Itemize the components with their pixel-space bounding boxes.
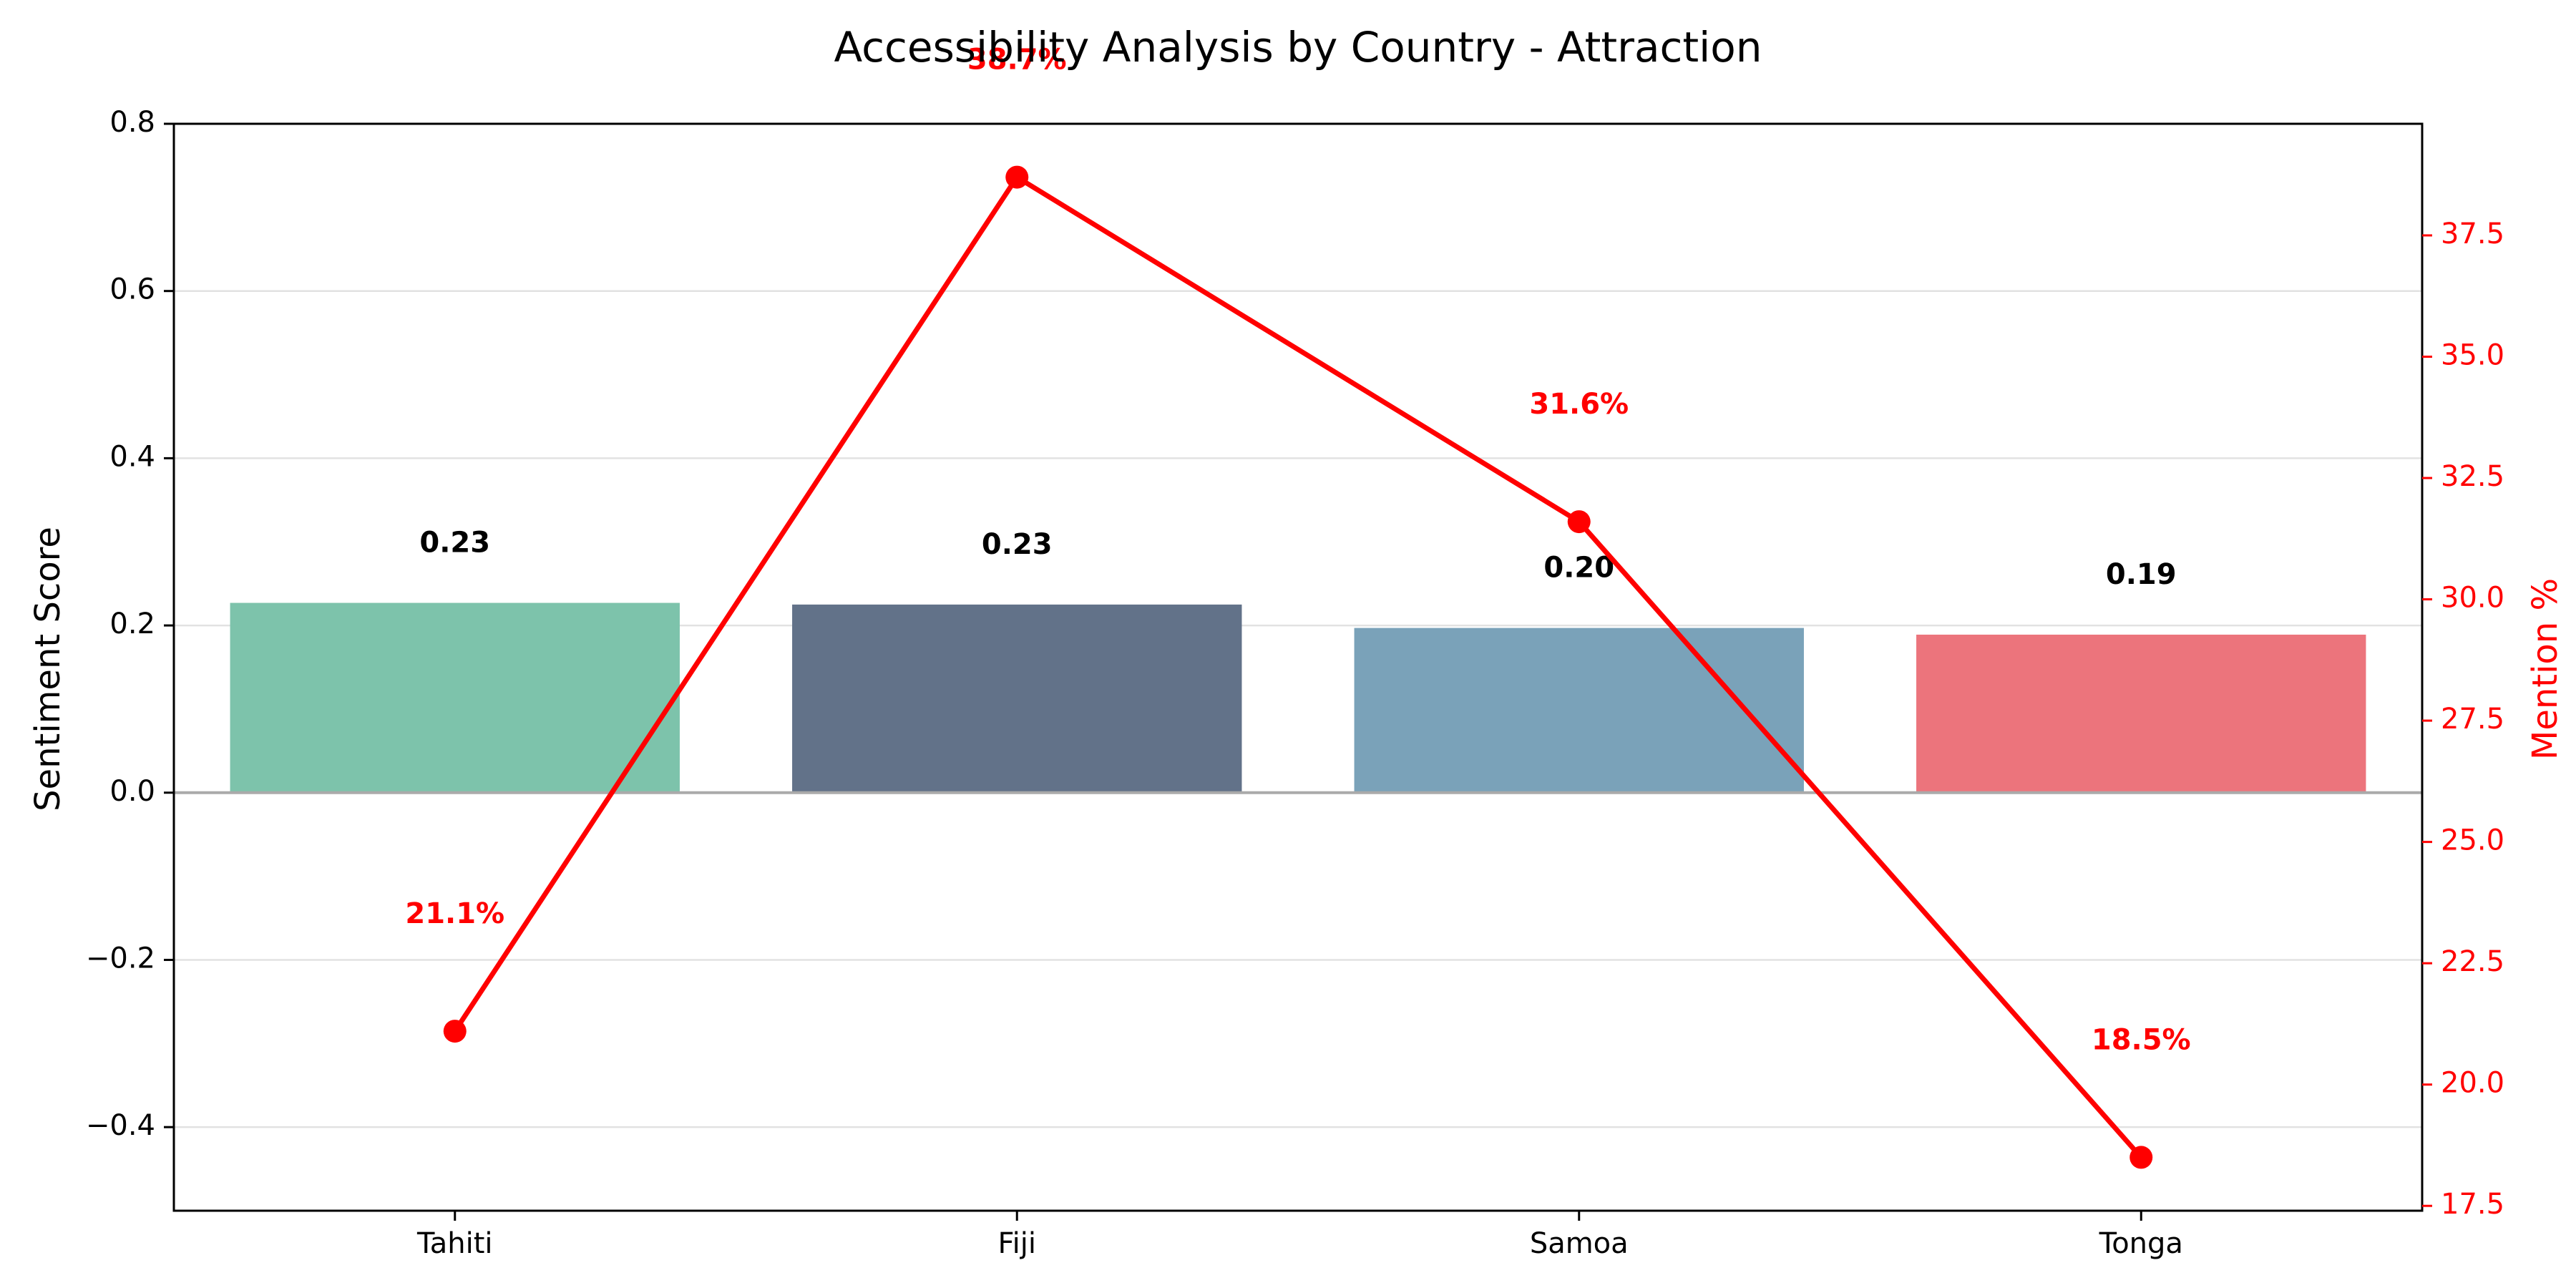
bar-value-label: 0.23 <box>419 527 490 560</box>
bar-tahiti <box>230 602 680 793</box>
chart-title: Accessibility Analysis by Country - Attr… <box>834 23 1762 72</box>
mention-value-label: 18.5% <box>2092 1023 2191 1056</box>
y-tick-label: 0.4 <box>109 440 155 473</box>
mention-point-samoa <box>1567 510 1591 534</box>
y-tick-label: 0.0 <box>109 775 155 808</box>
x-tick-label: Tonga <box>2099 1227 2183 1260</box>
y2-tick-label: 30.0 <box>2441 582 2504 615</box>
bar-fiji <box>792 604 1242 793</box>
x-tick-label: Fiji <box>998 1227 1036 1260</box>
bar-tonga <box>1916 634 2366 793</box>
bar-value-label: 0.20 <box>1543 552 1614 585</box>
bar-value-label: 0.19 <box>2106 558 2177 591</box>
y2-tick-label: 17.5 <box>2441 1188 2504 1221</box>
mention-point-tahiti <box>443 1020 467 1043</box>
mention-line <box>452 175 2143 1159</box>
bar-value-label: 0.23 <box>982 528 1053 561</box>
mention-value-label: 38.7% <box>967 44 1067 77</box>
y-tick-label: 0.6 <box>109 273 155 306</box>
y2-tick-label: 32.5 <box>2441 460 2504 493</box>
mention-value-label: 31.6% <box>1529 388 1629 421</box>
y2-tick-label: 35.0 <box>2441 339 2504 372</box>
x-tick-label: Tahiti <box>416 1227 493 1260</box>
y2-tick-label: 27.5 <box>2441 703 2504 736</box>
mention-value-label: 21.1% <box>405 897 504 930</box>
y-tick-label: −0.4 <box>86 1109 155 1142</box>
y2-tick-label: 37.5 <box>2441 218 2504 250</box>
axis-layer: −0.4 −0.2 0.0 0.2 0.4 0.6 0.8 17.5 20.0 22.5 25.0 2… <box>86 106 2504 1260</box>
mention-point-tonga <box>2129 1146 2153 1169</box>
y-tick-label: −0.2 <box>86 942 155 975</box>
mention-point-fiji <box>1005 165 1029 189</box>
y2-tick-label: 20.0 <box>2441 1067 2504 1100</box>
x-tick-label: Samoa <box>1530 1227 1629 1260</box>
y2-axis-label: Mention % <box>2525 578 2565 760</box>
bar-label-layer: 0.23 0.23 0.20 0.19 <box>419 527 2176 591</box>
y2-tick-label: 25.0 <box>2441 824 2504 857</box>
bar-samoa <box>1354 628 1804 793</box>
y-tick-label: 0.2 <box>109 608 155 640</box>
bar-layer <box>230 602 2366 793</box>
plot-frame <box>172 122 2424 1212</box>
y2-tick-label: 22.5 <box>2441 945 2504 978</box>
line-layer: 21.1% 38.7% 31.6% 18.5% <box>405 44 2191 1169</box>
y-axis-label: Sentiment Score <box>28 527 68 811</box>
y-tick-label: 0.8 <box>109 106 155 139</box>
